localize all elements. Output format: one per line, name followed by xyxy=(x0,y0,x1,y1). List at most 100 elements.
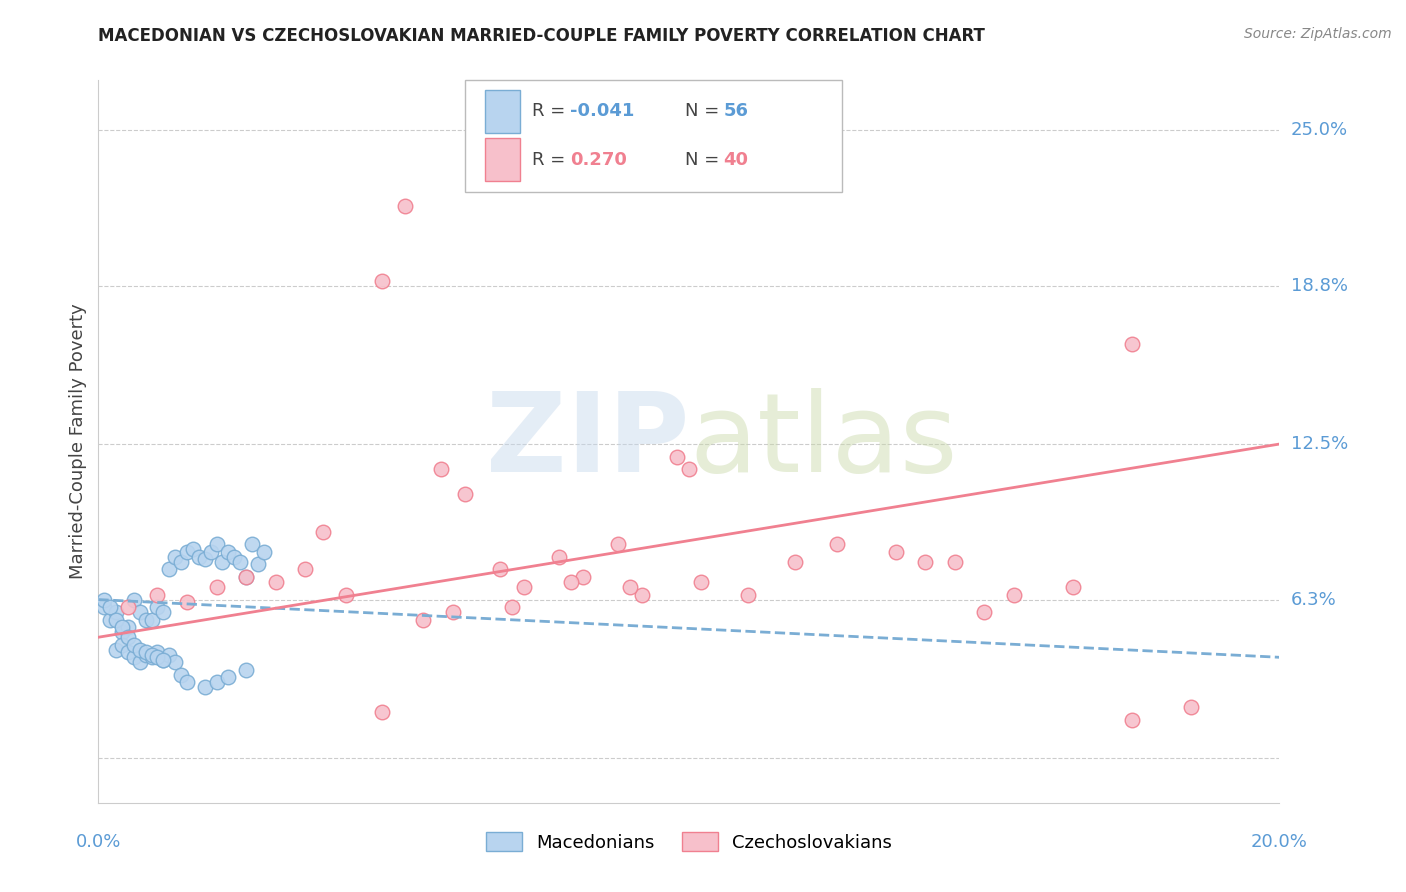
Point xyxy=(943,555,966,569)
Point xyxy=(165,549,187,564)
Text: ZIP: ZIP xyxy=(485,388,689,495)
Point xyxy=(1062,580,1084,594)
Point xyxy=(93,600,115,615)
Point xyxy=(105,642,128,657)
Point xyxy=(240,537,263,551)
Point xyxy=(235,570,257,584)
Point xyxy=(98,613,121,627)
Bar xyxy=(485,90,520,133)
Text: Source: ZipAtlas.com: Source: ZipAtlas.com xyxy=(1244,27,1392,41)
Point xyxy=(152,605,174,619)
Point xyxy=(884,545,907,559)
Point xyxy=(200,545,222,559)
Point xyxy=(453,487,475,501)
Text: 18.8%: 18.8% xyxy=(1291,277,1347,295)
Point xyxy=(235,663,257,677)
Point xyxy=(560,575,582,590)
Point xyxy=(205,537,228,551)
Legend: Macedonians, Czechoslovakians: Macedonians, Czechoslovakians xyxy=(478,825,900,859)
Point xyxy=(371,706,394,720)
Point xyxy=(205,580,228,594)
Point xyxy=(217,670,239,684)
Point xyxy=(1121,336,1143,351)
Point xyxy=(1180,700,1202,714)
FancyBboxPatch shape xyxy=(464,80,842,193)
Point xyxy=(394,199,416,213)
Point xyxy=(157,562,180,576)
Text: atlas: atlas xyxy=(689,388,957,495)
Point xyxy=(128,642,150,657)
Point xyxy=(146,650,169,665)
Point xyxy=(141,648,163,662)
Point xyxy=(146,600,169,615)
Point xyxy=(501,600,523,615)
Point xyxy=(678,462,700,476)
Point xyxy=(146,645,169,659)
Point xyxy=(128,605,150,619)
Point xyxy=(181,542,204,557)
Point xyxy=(689,575,711,590)
Point xyxy=(122,650,145,665)
Point xyxy=(737,588,759,602)
Point xyxy=(93,592,115,607)
Point xyxy=(122,638,145,652)
Point xyxy=(607,537,630,551)
Point xyxy=(187,549,209,564)
Point xyxy=(785,555,807,569)
Text: 25.0%: 25.0% xyxy=(1291,121,1348,139)
Text: 40: 40 xyxy=(723,151,748,169)
Point xyxy=(122,592,145,607)
Text: N =: N = xyxy=(685,103,725,120)
Point xyxy=(335,588,357,602)
Point xyxy=(571,570,593,584)
Point xyxy=(430,462,453,476)
Point xyxy=(117,620,139,634)
Point xyxy=(170,555,193,569)
Point xyxy=(128,655,150,669)
Point xyxy=(135,648,157,662)
Point xyxy=(441,605,464,619)
Point xyxy=(117,600,139,615)
Text: 0.270: 0.270 xyxy=(569,151,627,169)
Point xyxy=(211,555,233,569)
Point xyxy=(217,545,239,559)
Point xyxy=(294,562,316,576)
Point xyxy=(630,588,652,602)
Point xyxy=(135,613,157,627)
Bar xyxy=(485,138,520,181)
Text: -0.041: -0.041 xyxy=(569,103,634,120)
Point xyxy=(141,613,163,627)
Point xyxy=(312,524,335,539)
Point xyxy=(235,570,257,584)
Point xyxy=(141,650,163,665)
Point xyxy=(371,274,394,288)
Point xyxy=(1121,713,1143,727)
Point xyxy=(194,681,217,695)
Point xyxy=(176,675,198,690)
Text: 56: 56 xyxy=(723,103,748,120)
Point xyxy=(489,562,512,576)
Point xyxy=(253,545,276,559)
Text: 20.0%: 20.0% xyxy=(1251,833,1308,851)
Point xyxy=(105,605,128,619)
Y-axis label: Married-Couple Family Poverty: Married-Couple Family Poverty xyxy=(69,303,87,580)
Point xyxy=(512,580,534,594)
Point xyxy=(176,545,198,559)
Point xyxy=(1002,588,1025,602)
Point xyxy=(117,645,139,659)
Point xyxy=(176,595,198,609)
Point xyxy=(105,613,128,627)
Point xyxy=(825,537,848,551)
Point xyxy=(135,645,157,659)
Point xyxy=(111,638,134,652)
Point xyxy=(157,648,180,662)
Point xyxy=(548,549,571,564)
Point xyxy=(973,605,995,619)
Text: R =: R = xyxy=(531,103,571,120)
Point xyxy=(205,675,228,690)
Text: N =: N = xyxy=(685,151,725,169)
Point xyxy=(146,588,169,602)
Point xyxy=(229,555,252,569)
Text: 0.0%: 0.0% xyxy=(76,833,121,851)
Text: R =: R = xyxy=(531,151,571,169)
